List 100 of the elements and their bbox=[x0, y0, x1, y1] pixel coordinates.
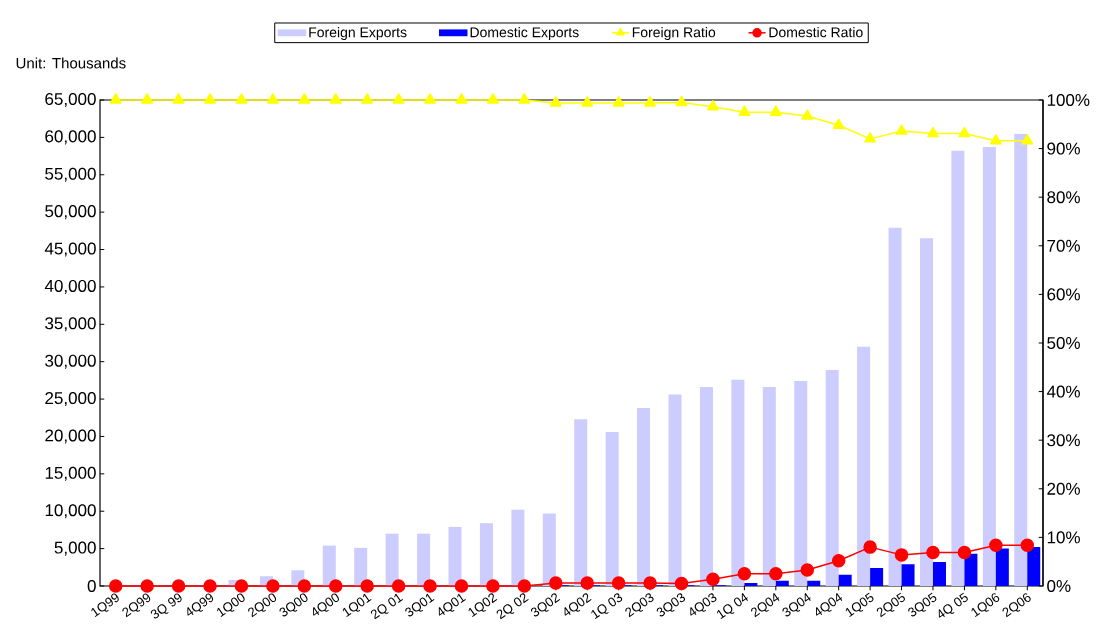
bar bbox=[699, 387, 713, 586]
point bbox=[360, 579, 374, 593]
y2-tick-label: 10% bbox=[1047, 531, 1080, 544]
point bbox=[266, 93, 279, 104]
point bbox=[109, 93, 122, 104]
point bbox=[423, 579, 437, 593]
bar bbox=[354, 547, 368, 586]
point bbox=[957, 545, 972, 560]
x-tick-label: 1Q 04 bbox=[717, 592, 748, 620]
y-tick-label: 35,000 bbox=[45, 317, 96, 332]
point bbox=[486, 579, 500, 593]
point bbox=[1020, 538, 1035, 552]
bar bbox=[964, 553, 978, 586]
point bbox=[455, 93, 468, 104]
point bbox=[140, 579, 154, 593]
point bbox=[171, 579, 186, 593]
point bbox=[737, 567, 752, 581]
point bbox=[706, 572, 720, 586]
bar bbox=[888, 227, 902, 586]
y2-tick-label: 100% bbox=[1047, 93, 1090, 107]
y-tick-label: 55,000 bbox=[45, 167, 96, 182]
bar bbox=[982, 147, 996, 586]
point bbox=[611, 576, 626, 590]
bar bbox=[479, 523, 493, 586]
y-tick-label: 45,000 bbox=[44, 242, 96, 257]
point bbox=[863, 540, 877, 554]
bar bbox=[951, 150, 965, 586]
point bbox=[549, 576, 563, 590]
bar bbox=[448, 526, 462, 586]
point bbox=[580, 576, 594, 590]
point bbox=[203, 579, 217, 593]
bar bbox=[762, 387, 776, 586]
point bbox=[1021, 134, 1034, 145]
y-tick-label: 5,000 bbox=[54, 541, 96, 556]
x-tick-label: 2Q 02 bbox=[496, 593, 529, 620]
point bbox=[643, 576, 657, 590]
y-tick-label: 60,000 bbox=[45, 130, 96, 145]
legend-label: Foreign Ratio bbox=[632, 26, 716, 41]
y-tick-label: 0 bbox=[87, 579, 96, 593]
y2-tick-label: 60% bbox=[1047, 288, 1080, 301]
bar bbox=[807, 580, 821, 586]
point bbox=[989, 538, 1003, 552]
point bbox=[234, 579, 249, 593]
point bbox=[517, 579, 532, 593]
y2-tick-label: 70% bbox=[1047, 239, 1080, 252]
bar bbox=[857, 346, 871, 586]
y2-tick-label: 20% bbox=[1047, 482, 1080, 495]
bar bbox=[932, 562, 946, 586]
point bbox=[424, 93, 436, 104]
text: Unit: Thousands bbox=[16, 57, 126, 69]
point bbox=[581, 96, 594, 107]
bar bbox=[322, 545, 336, 586]
bar bbox=[511, 509, 525, 586]
point bbox=[769, 567, 783, 581]
y-tick-label: 10,000 bbox=[45, 504, 96, 519]
point bbox=[800, 563, 814, 577]
bar bbox=[919, 238, 933, 586]
y-tick-label: 65,000 bbox=[45, 92, 96, 108]
y-tick-label: 40,000 bbox=[44, 279, 96, 294]
x-tick-label: 1Q 03 bbox=[591, 593, 623, 620]
point bbox=[864, 132, 877, 143]
point bbox=[674, 576, 689, 591]
point bbox=[266, 579, 280, 593]
x-tick-label: 4Q 05 bbox=[938, 592, 968, 618]
y-tick-label: 50,000 bbox=[45, 205, 96, 220]
bar bbox=[542, 513, 556, 586]
bar bbox=[825, 369, 839, 586]
point bbox=[926, 545, 940, 560]
point bbox=[738, 105, 751, 116]
bar bbox=[744, 583, 758, 586]
y2-tick-label: 80% bbox=[1047, 191, 1080, 204]
legend-label: Foreign Exports bbox=[309, 26, 407, 41]
point bbox=[392, 93, 405, 104]
point bbox=[108, 579, 123, 593]
point bbox=[832, 118, 845, 130]
point bbox=[391, 579, 406, 593]
point bbox=[172, 93, 185, 104]
bar bbox=[1014, 133, 1028, 586]
y2-tick-label: 40% bbox=[1046, 385, 1080, 398]
point bbox=[235, 93, 248, 104]
point bbox=[927, 126, 939, 138]
bar bbox=[731, 379, 745, 586]
y2-tick-label: 50% bbox=[1047, 336, 1080, 350]
x-tick-label: 4Q01 bbox=[438, 593, 466, 616]
legend-label: Domestic Exports bbox=[470, 26, 579, 41]
point bbox=[707, 100, 719, 111]
point bbox=[612, 96, 625, 107]
point bbox=[297, 579, 312, 593]
point bbox=[454, 579, 469, 593]
bar bbox=[574, 419, 588, 586]
y-tick-label: 15,000 bbox=[45, 466, 96, 481]
point bbox=[989, 134, 1002, 145]
bar bbox=[1027, 547, 1041, 586]
point bbox=[644, 96, 657, 107]
point bbox=[769, 105, 782, 116]
y2-tick-label: 90% bbox=[1047, 142, 1080, 155]
bar bbox=[605, 431, 619, 586]
bar bbox=[995, 548, 1009, 586]
x-tick-label: 3Q 99 bbox=[150, 593, 182, 619]
y2-tick-label: 0% bbox=[1047, 579, 1071, 593]
